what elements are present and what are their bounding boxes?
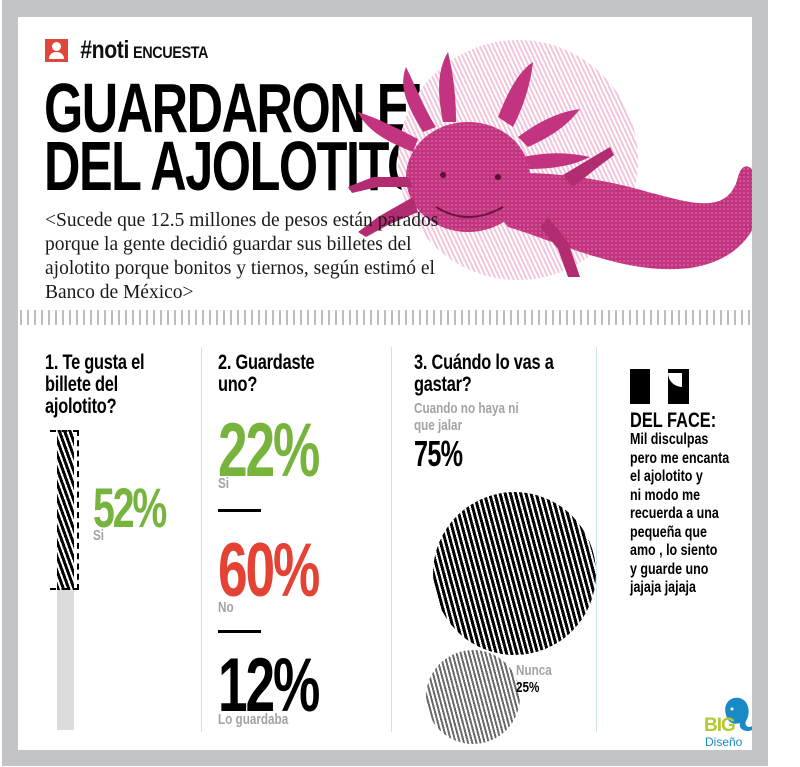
q2-no-percent: 60% [218,528,320,613]
title-line-1: GUARDARON EL [44,69,440,147]
logo-sub-text: Diseño [705,735,743,749]
big-diseno-logo: BIG Diseño [704,697,752,749]
column-divider [201,347,202,732]
q3-circle-25 [426,650,520,744]
quote-title: DEL FACE: [630,409,717,432]
page-title: GUARDARON EL DEL AJOLOTITO! [44,69,442,205]
tick-divider [20,310,750,325]
elephant-icon [725,697,752,732]
q2-si-percent: 22% [218,408,320,493]
q2-guardaba-label: Lo guardaba [218,711,289,728]
q1-label: Si [93,527,105,544]
infographic-panel: #noti ENCUESTA GUARDARON EL DEL AJOLOTITO… [18,17,752,750]
hashtag-prefix: #noti [80,36,129,64]
hashtag-heading: #noti ENCUESTA [45,36,221,65]
q2-si-label: Si [218,475,230,492]
column-divider [391,347,392,732]
axolotl-illustration [318,27,752,317]
hashtag-suffix: ENCUESTA [133,43,209,62]
quote-body: Mil disculpas pero me encanta el ajoloti… [630,431,730,596]
separator-rule [218,630,261,633]
question-2-title: 2. Guardaste uno? [218,351,315,396]
q1-bar-outline [50,430,79,590]
question-1-title: 1. Te gusta el billete del ajolotito? [45,351,145,418]
quote-mark-icon [630,369,689,404]
user-icon [45,39,68,62]
question-3-title: 3. Cuándo lo vas a gastar? [414,351,554,396]
axolotl-icon [348,52,752,277]
q3-answer-1-percent: 75% [414,433,463,474]
q3-nunca-label: Nunca [516,662,552,679]
q3-nunca-percent: 25% [516,679,540,696]
q2-guardaba-percent: 12% [218,643,320,728]
separator-rule [218,509,261,512]
column-divider [596,347,597,732]
q3-answer-1-label: Cuando no haya ni que jalar [414,400,519,434]
q1-bar-fill [57,430,74,590]
q2-no-label: No [218,599,234,616]
title-line-2: DEL AJOLOTITO! [44,127,442,205]
q3-circle-75 [433,492,596,655]
logo-big-text: BIG [704,715,736,736]
q1-percent: 52% [93,476,167,539]
lede-paragraph: <Sucede que 12.5 millones de pesos están… [45,210,439,303]
